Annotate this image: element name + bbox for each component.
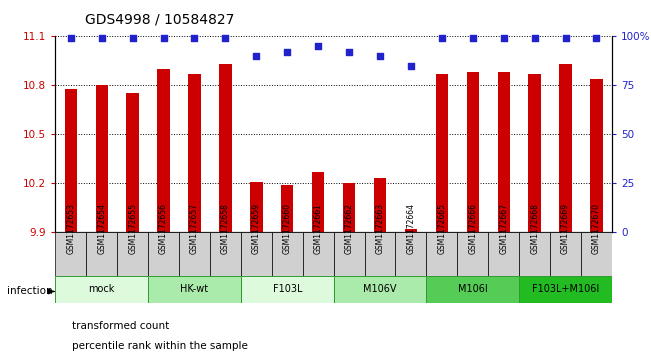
Text: GSM1172655: GSM1172655 [128,203,137,254]
Text: GDS4998 / 10584827: GDS4998 / 10584827 [85,13,234,27]
Point [561,35,571,41]
Bar [303,232,333,276]
Bar [365,232,395,276]
Bar [436,74,448,232]
Bar [343,183,355,232]
Bar [117,232,148,276]
Bar [158,69,170,232]
Text: GSM1172654: GSM1172654 [97,203,106,254]
Text: GSM1172664: GSM1172664 [406,203,415,254]
Point [375,53,385,59]
Bar [333,276,426,303]
Point [529,35,540,41]
Bar [179,232,210,276]
Text: percentile rank within the sample: percentile rank within the sample [72,341,247,351]
Bar [241,232,271,276]
Point [313,43,324,49]
Text: HK-wt: HK-wt [180,285,208,294]
Bar [188,74,201,232]
Bar [86,232,117,276]
Bar [426,232,457,276]
Bar [126,93,139,232]
Bar [559,64,572,232]
Bar [519,232,550,276]
Bar [497,72,510,232]
Bar [219,64,232,232]
Point [467,35,478,41]
Text: GSM1172665: GSM1172665 [437,203,447,254]
Bar [148,232,179,276]
Text: GSM1172670: GSM1172670 [592,203,601,254]
Bar [148,276,241,303]
Text: transformed count: transformed count [72,321,169,331]
Bar [488,232,519,276]
Text: GSM1172668: GSM1172668 [530,203,539,254]
Bar [55,276,148,303]
Point [220,35,230,41]
Bar [405,229,417,232]
Text: infection: infection [7,286,52,297]
Point [591,35,602,41]
Text: GSM1172661: GSM1172661 [314,203,323,254]
Text: F103L: F103L [273,285,302,294]
Bar [426,276,519,303]
Text: GSM1172656: GSM1172656 [159,203,168,254]
Bar [467,72,479,232]
Point [282,49,292,55]
Point [499,35,509,41]
Point [128,35,138,41]
Bar [395,232,426,276]
Bar [529,74,541,232]
Bar [241,276,333,303]
Text: M106V: M106V [363,285,396,294]
Text: GSM1172669: GSM1172669 [561,203,570,254]
Bar [590,79,603,232]
Text: GSM1172653: GSM1172653 [66,203,76,254]
Point [251,53,262,59]
Text: GSM1172657: GSM1172657 [190,203,199,254]
Text: GSM1172658: GSM1172658 [221,203,230,254]
Bar [210,232,241,276]
Text: GSM1172660: GSM1172660 [283,203,292,254]
Bar [550,232,581,276]
Bar [281,185,294,232]
Text: mock: mock [89,285,115,294]
Bar [64,89,77,232]
Point [66,35,76,41]
Text: GSM1172662: GSM1172662 [344,203,353,254]
Text: GSM1172659: GSM1172659 [252,203,261,254]
Point [437,35,447,41]
Text: F103L+M106I: F103L+M106I [532,285,599,294]
Point [189,35,200,41]
Bar [333,232,365,276]
Bar [457,232,488,276]
Point [96,35,107,41]
Bar [312,172,324,232]
Text: M106I: M106I [458,285,488,294]
Text: GSM1172666: GSM1172666 [468,203,477,254]
Point [406,63,416,69]
Point [344,49,354,55]
Bar [55,232,86,276]
Text: GSM1172667: GSM1172667 [499,203,508,254]
Text: GSM1172663: GSM1172663 [376,203,385,254]
Bar [250,182,262,232]
Bar [519,276,612,303]
Bar [271,232,303,276]
Bar [581,232,612,276]
Point [158,35,169,41]
Bar [96,85,108,232]
Bar [374,178,386,232]
